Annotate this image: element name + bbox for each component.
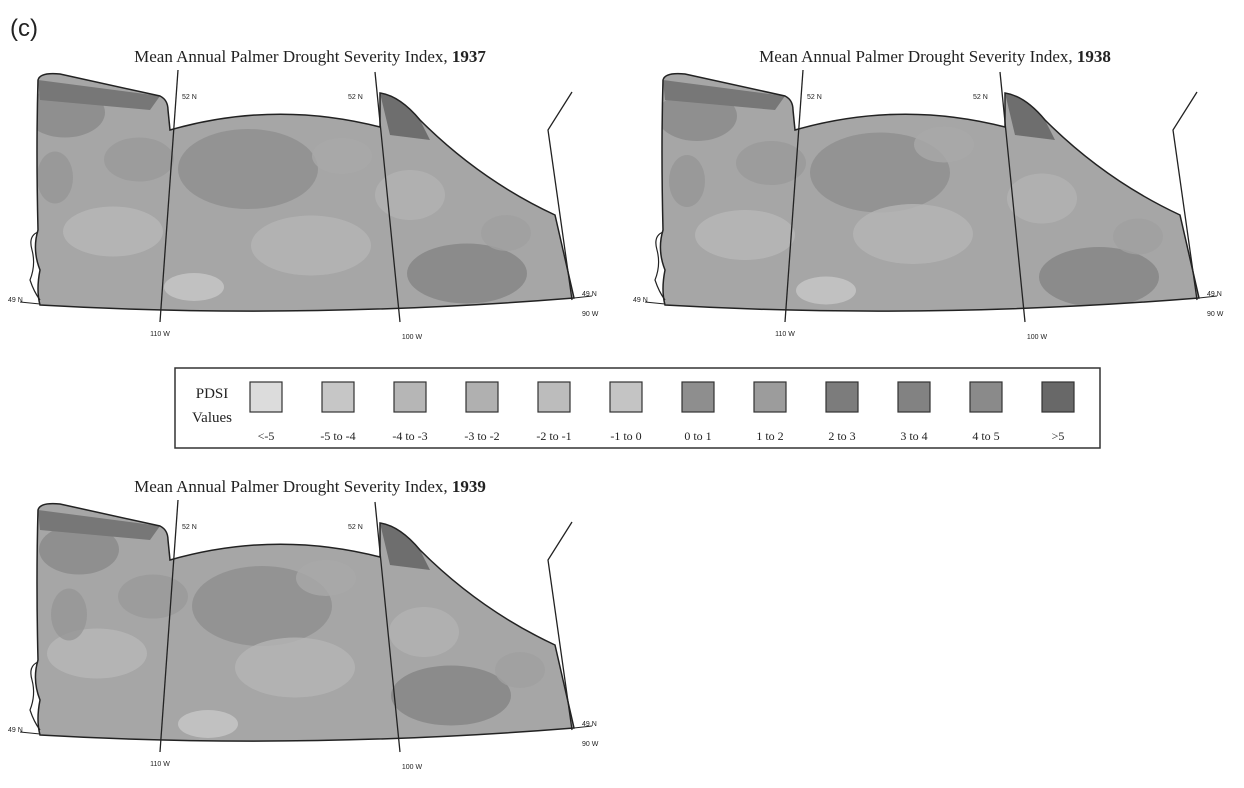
coordinate-label: 90 W bbox=[582, 741, 599, 748]
shade-zone bbox=[853, 204, 973, 264]
map-title: Mean Annual Palmer Drought Severity Inde… bbox=[134, 47, 486, 66]
coordinate-label: 49 N bbox=[8, 297, 23, 304]
map-title-text: Mean Annual Palmer Drought Severity Inde… bbox=[134, 477, 448, 496]
shade-zone bbox=[118, 575, 188, 619]
shade-zone bbox=[695, 210, 795, 260]
coordinate-label: 52 N bbox=[807, 94, 822, 101]
coordinate-label: 100 W bbox=[1027, 334, 1048, 341]
shade-zone bbox=[37, 152, 73, 204]
coordinate-label: 49 N bbox=[582, 721, 597, 728]
shade-zone bbox=[312, 138, 372, 174]
coordinate-label: 90 W bbox=[1207, 311, 1224, 318]
shade-zone bbox=[914, 127, 974, 163]
shade-zone bbox=[51, 589, 87, 641]
coordinate-label: 110 W bbox=[150, 761, 170, 768]
coordinate-label: 52 N bbox=[348, 94, 363, 101]
legend-swatch bbox=[682, 382, 714, 412]
map-panel: Mean Annual Palmer Drought Severity Inde… bbox=[8, 477, 599, 771]
shade-zone bbox=[164, 273, 224, 301]
coordinate-label: 110 W bbox=[775, 331, 795, 338]
coordinate-label: 49 N bbox=[8, 727, 23, 734]
map-year: 1939 bbox=[452, 477, 486, 496]
legend-swatch bbox=[610, 382, 642, 412]
shade-zone bbox=[407, 244, 527, 304]
shade-zone bbox=[495, 652, 545, 688]
map-title-text: Mean Annual Palmer Drought Severity Inde… bbox=[134, 47, 448, 66]
coordinate-label: 52 N bbox=[973, 94, 988, 101]
legend-swatch bbox=[394, 382, 426, 412]
legend-label: -3 to -2 bbox=[464, 429, 499, 443]
coordinate-label: 52 N bbox=[182, 524, 197, 531]
tick bbox=[645, 302, 665, 304]
shade-zone bbox=[481, 215, 531, 251]
legend-label: -1 to 0 bbox=[610, 429, 641, 443]
map-title-text: Mean Annual Palmer Drought Severity Inde… bbox=[759, 47, 1073, 66]
coordinate-label: 49 N bbox=[582, 291, 597, 298]
map-title: Mean Annual Palmer Drought Severity Inde… bbox=[134, 477, 486, 496]
legend-swatch bbox=[538, 382, 570, 412]
legend-swatch bbox=[754, 382, 786, 412]
shade-zone bbox=[391, 666, 511, 726]
tick bbox=[20, 302, 40, 304]
legend-label: 1 to 2 bbox=[756, 429, 783, 443]
legend-swatch bbox=[250, 382, 282, 412]
coordinate-label: 52 N bbox=[348, 524, 363, 531]
legend-label: -4 to -3 bbox=[392, 429, 427, 443]
legend-swatch bbox=[898, 382, 930, 412]
shade-zone bbox=[178, 129, 318, 209]
coordinate-label: 110 W bbox=[150, 331, 170, 338]
legend-title: PDSI bbox=[196, 386, 229, 402]
coordinate-label: 100 W bbox=[402, 334, 423, 341]
map-title: Mean Annual Palmer Drought Severity Inde… bbox=[759, 47, 1111, 66]
map-year: 1937 bbox=[452, 47, 487, 66]
map-year: 1938 bbox=[1077, 47, 1111, 66]
shade-zone bbox=[63, 207, 163, 257]
shade-zone bbox=[251, 216, 371, 276]
legend-label: 4 to 5 bbox=[972, 429, 999, 443]
tick bbox=[20, 732, 40, 734]
coordinate-label: 100 W bbox=[402, 764, 423, 771]
legend-label: 3 to 4 bbox=[900, 429, 927, 443]
legend-title: Values bbox=[192, 410, 232, 426]
legend-label: -5 to -4 bbox=[320, 429, 355, 443]
coordinate-label: 49 N bbox=[1207, 291, 1222, 298]
shade-zone bbox=[1113, 219, 1163, 255]
shade-zone bbox=[1039, 247, 1159, 307]
shade-zone bbox=[796, 277, 856, 305]
shade-zone bbox=[389, 607, 459, 657]
shade-zone bbox=[178, 710, 238, 738]
shade-zone bbox=[235, 638, 355, 698]
legend-label: 2 to 3 bbox=[828, 429, 855, 443]
shade-zone bbox=[669, 155, 705, 207]
coordinate-label: 52 N bbox=[182, 94, 197, 101]
legend-label: <-5 bbox=[258, 429, 275, 443]
shade-zone bbox=[104, 138, 174, 182]
figure: (c) PDSI Values <-5 -5 to -4 -4 to -3 -3 to… bbox=[0, 0, 1244, 788]
legend-swatch bbox=[1042, 382, 1074, 412]
coordinate-label: 49 N bbox=[633, 297, 648, 304]
legend-swatch bbox=[466, 382, 498, 412]
shade-zone bbox=[296, 560, 356, 596]
legend-swatch bbox=[970, 382, 1002, 412]
map-panel: Mean Annual Palmer Drought Severity Inde… bbox=[8, 47, 599, 341]
coordinate-label: 90 W bbox=[582, 311, 599, 318]
panel-label: (c) bbox=[10, 15, 38, 42]
legend-swatch bbox=[322, 382, 354, 412]
legend-swatch bbox=[826, 382, 858, 412]
shade-zone bbox=[1007, 174, 1077, 224]
map-panel: Mean Annual Palmer Drought Severity Inde… bbox=[633, 47, 1224, 341]
legend-label: -2 to -1 bbox=[536, 429, 571, 443]
legend-label: >5 bbox=[1052, 429, 1065, 443]
legend-label: 0 to 1 bbox=[684, 429, 711, 443]
